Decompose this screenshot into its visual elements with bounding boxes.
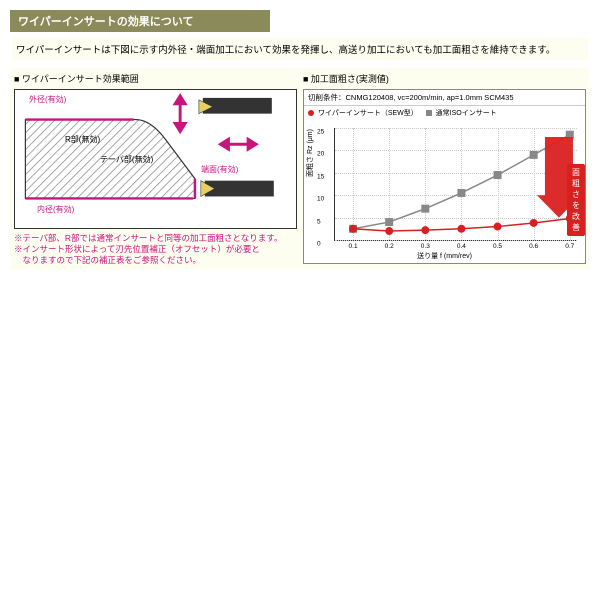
label-face: 端面(有効) — [201, 164, 238, 175]
content-row: ■ ワイパーインサート効果範囲 — [10, 68, 590, 270]
intro-text: ワイパーインサートは下図に示す内外径・端面加工において効果を発揮し、高送り加工に… — [12, 38, 588, 60]
left-panel: ■ ワイパーインサート効果範囲 — [14, 72, 297, 266]
legend-normal: 通常ISOインサート — [426, 108, 497, 118]
page: ワイパーインサートの効果について ワイパーインサートは下図に示す内外径・端面加工… — [0, 0, 600, 600]
label-outer: 外径(有効) — [29, 94, 66, 105]
chart-legend: ワイパーインサート（SEW型） 通常ISOインサート — [304, 106, 585, 120]
diagram: 外径(有効) R部(無効) テーパ部(無効) 端面(有効) 内径(有効) — [14, 89, 297, 229]
ylabel: 面粗さ Rz (μm) — [305, 129, 315, 177]
label-inner: 内径(有効) — [37, 204, 74, 215]
legend-normal-label: 通常ISOインサート — [436, 110, 497, 117]
label-taper: テーパ部(無効) — [100, 154, 153, 165]
note1: ※テーパ部、R部では通常インサートと同等の加工面粗さとなります。 — [14, 233, 297, 244]
square-icon — [426, 110, 432, 116]
header-title: ワイパーインサートの効果について — [10, 10, 270, 32]
legend-wiper-label: ワイパーインサート（SEW型） — [318, 110, 418, 117]
chart-conditions: 切削条件：CNMG120408, vc=200m/min, ap=1.0mm S… — [304, 90, 585, 106]
right-title: ■ 加工面粗さ(実測値) — [303, 72, 586, 85]
circle-icon — [308, 110, 314, 116]
chart: 切削条件：CNMG120408, vc=200m/min, ap=1.0mm S… — [303, 89, 586, 264]
callout: 面粗さを 改善 — [567, 164, 585, 236]
chart-area: 05101520250.10.20.30.40.50.60.7面粗さを 改善 — [334, 128, 577, 241]
note2: ※インサート形状によって刃先位置補正（オフセット）が必要と なりますので下記の補… — [14, 244, 297, 266]
right-panel: ■ 加工面粗さ(実測値) 切削条件：CNMG120408, vc=200m/mi… — [303, 72, 586, 266]
label-r: R部(無効) — [65, 134, 100, 145]
left-notes: ※テーパ部、R部では通常インサートと同等の加工面粗さとなります。 ※インサート形… — [14, 233, 297, 266]
left-title: ■ ワイパーインサート効果範囲 — [14, 72, 297, 85]
legend-wiper: ワイパーインサート（SEW型） — [308, 108, 418, 118]
xlabel: 送り量 f (mm/rev) — [417, 251, 472, 261]
